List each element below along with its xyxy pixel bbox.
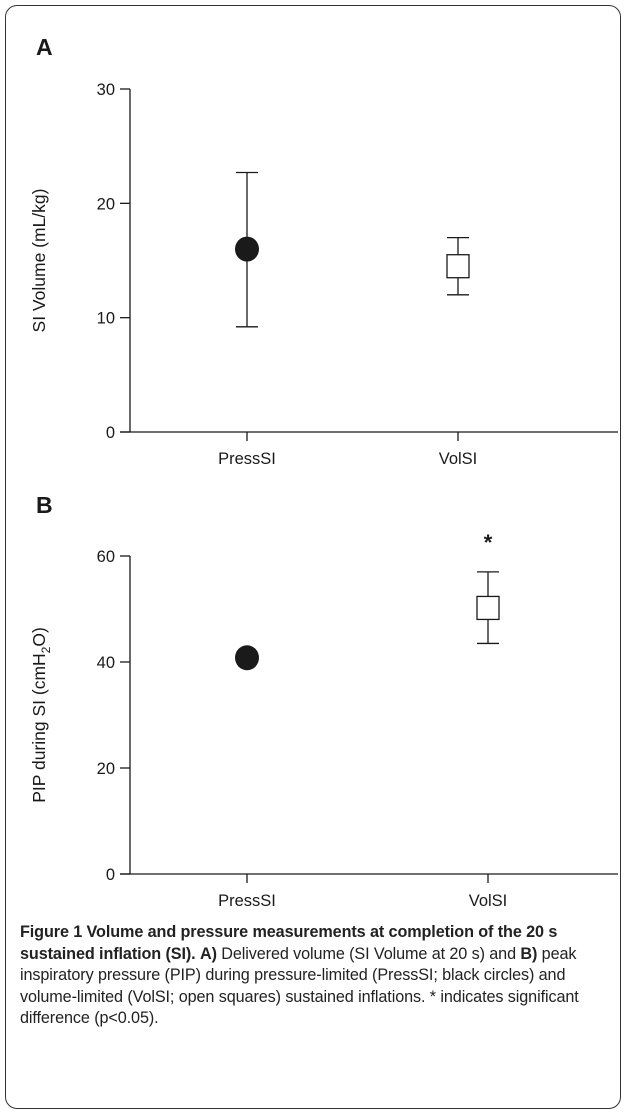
- y-tick-label: 20: [97, 195, 115, 213]
- y-tick-label: 20: [97, 760, 115, 778]
- point-presssi: [235, 645, 259, 671]
- figure-charts: A 0 10 20 30 PressSI VolSI SI Volume (mL/kg) B 0 2…: [29, 34, 618, 910]
- point-volsi: [476, 595, 500, 621]
- x-tick-label: VolSI: [469, 892, 508, 910]
- x-tick-label: PressSI: [218, 892, 276, 910]
- figure-frame: [5, 5, 621, 1109]
- significance-marker: *: [484, 530, 493, 555]
- panel-letter-a: A: [36, 34, 53, 60]
- y-tick-label: 60: [97, 548, 115, 566]
- y-tick-label: 0: [106, 866, 115, 884]
- y-tick-label: 0: [106, 424, 115, 442]
- x-tick-label: VolSI: [439, 450, 478, 468]
- y-axis-label: PIP during SI (cmH2O): [29, 627, 53, 803]
- y-tick-label: 10: [97, 310, 115, 328]
- caption-a-text: Delivered volume (SI Volume at 20 s) and: [216, 944, 521, 963]
- caption-b-label: B): [520, 944, 538, 963]
- caption-b-text: peak inspiratory pressure (PIP) during p…: [20, 944, 579, 1028]
- panel-letter-b: B: [36, 492, 53, 518]
- x-tick-label: PressSI: [218, 450, 276, 468]
- y-tick-label: 40: [97, 654, 115, 672]
- y-axis-label: SI Volume (mL/kg): [29, 189, 49, 333]
- y-tick-label: 30: [97, 81, 115, 99]
- caption-a-label: A): [199, 944, 217, 963]
- caption-title: Figure 1 Volume and pressure measurement…: [20, 923, 558, 963]
- figure-caption: Figure 1 Volume and pressure measurement…: [20, 922, 618, 1030]
- point-presssi: [235, 236, 259, 262]
- point-volsi: [446, 254, 470, 279]
